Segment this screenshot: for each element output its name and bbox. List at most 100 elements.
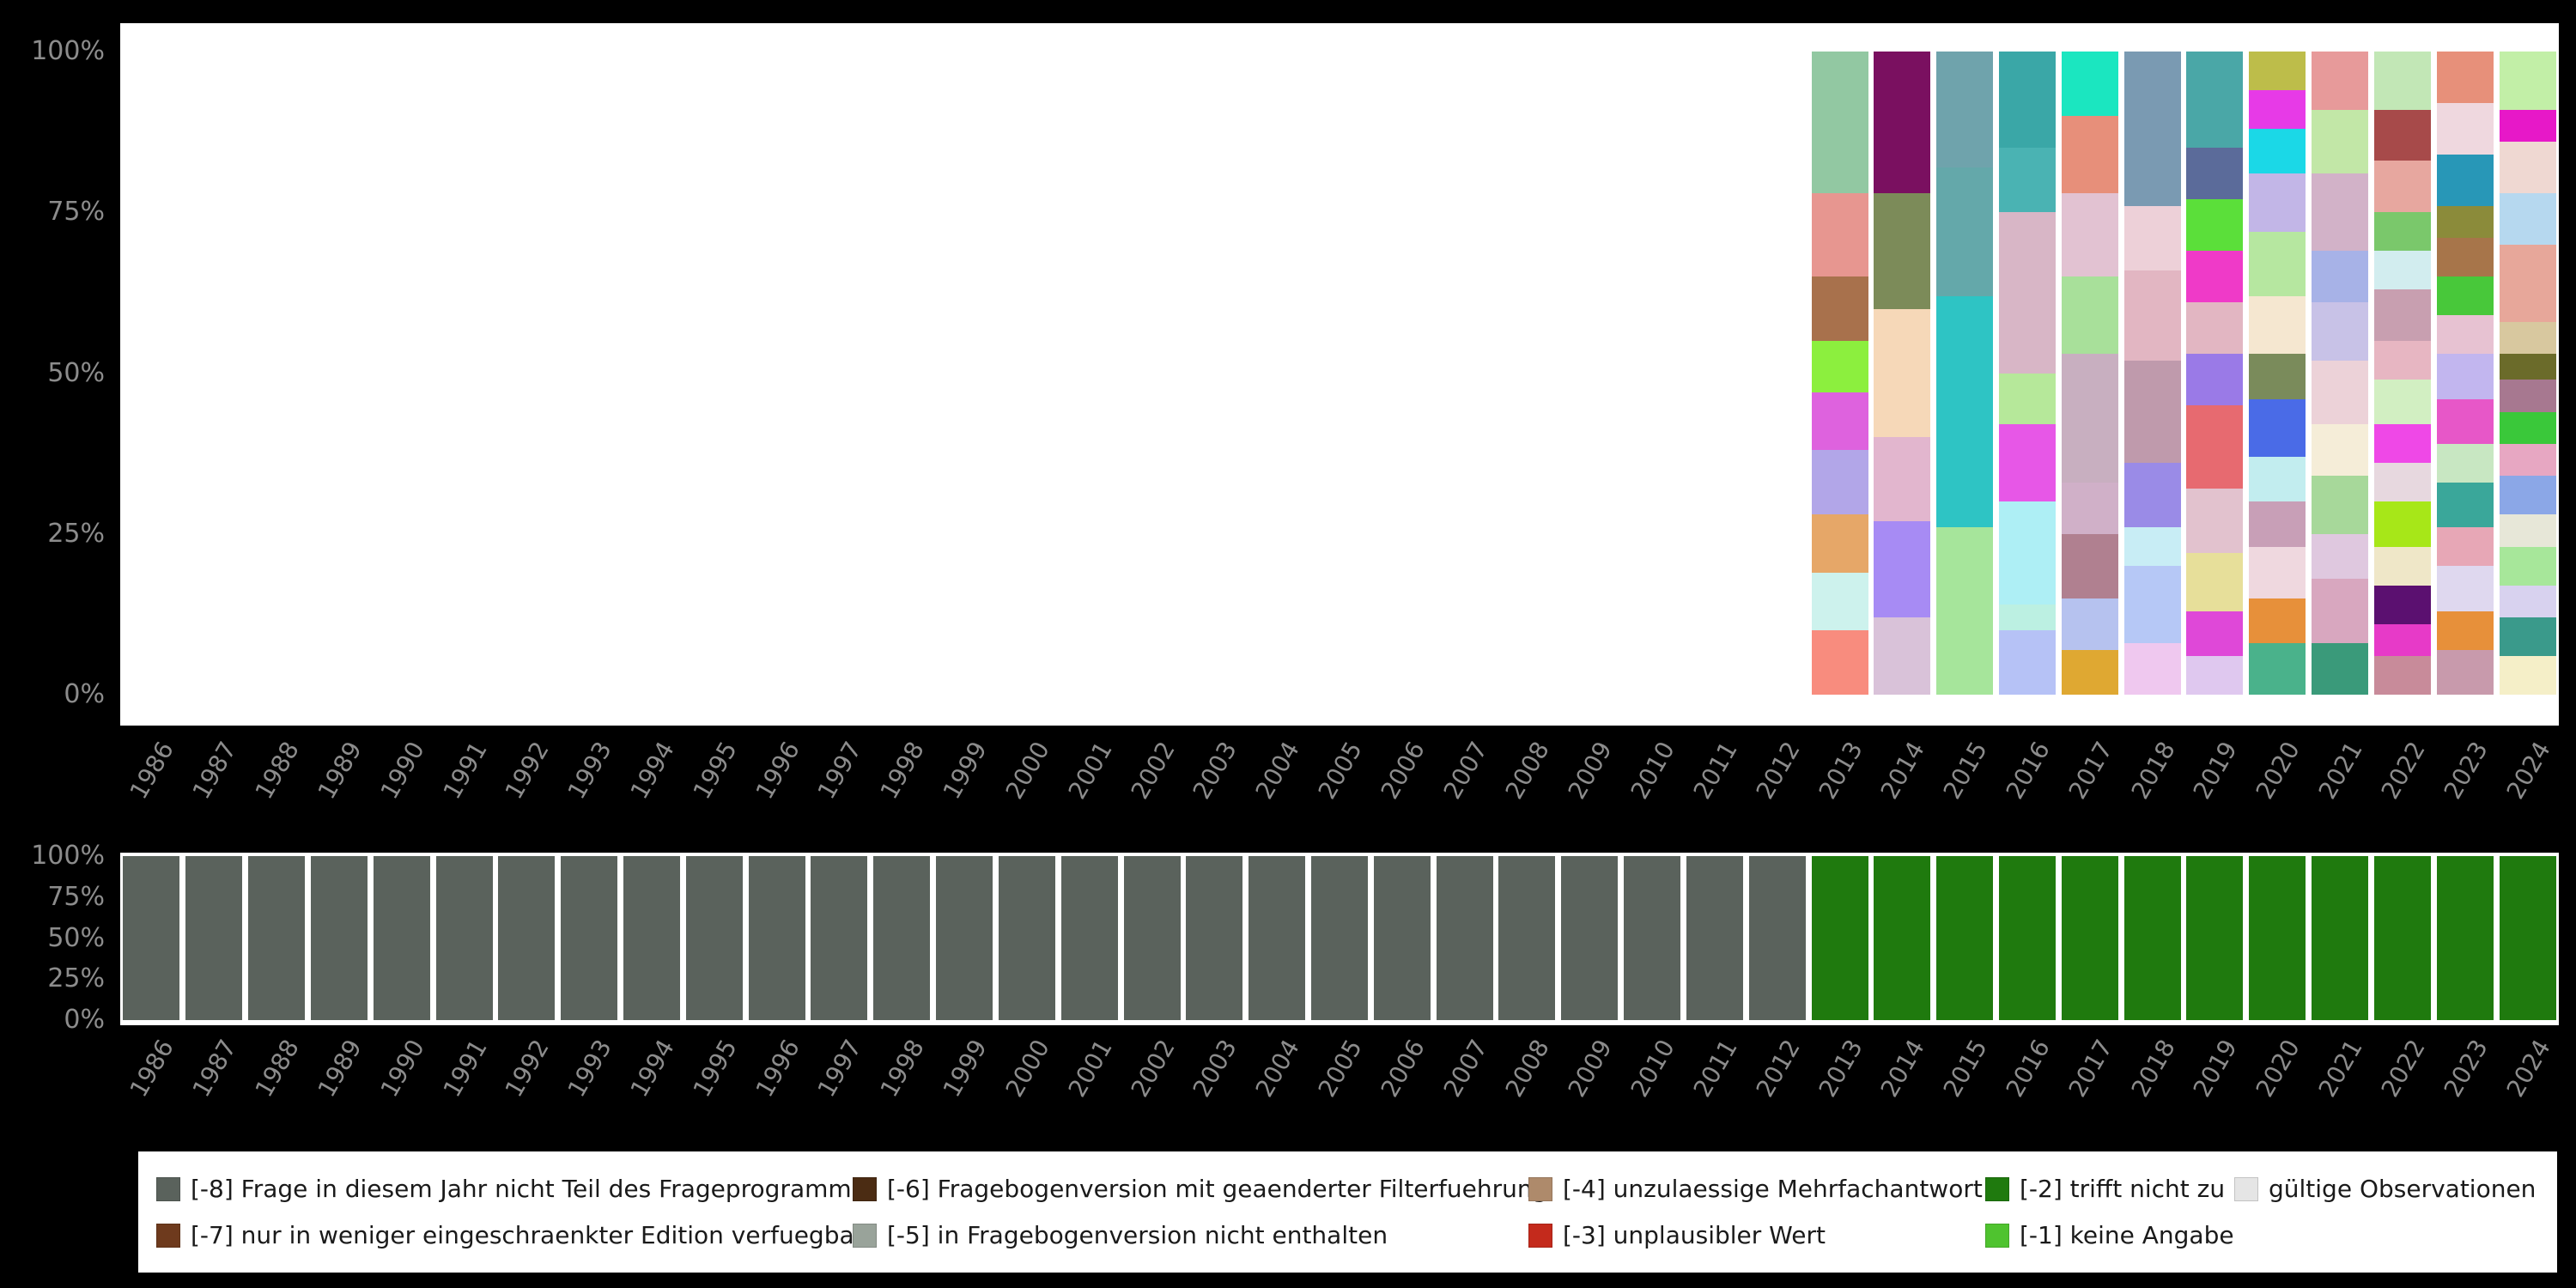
bar-segment: [1936, 52, 1994, 167]
legend-color-swatch: [2234, 1177, 2258, 1201]
bar-segment: [2312, 643, 2369, 695]
bar-segment: [2436, 276, 2494, 316]
stacked-bar-1998: [873, 856, 931, 1020]
bar-segment: [2373, 546, 2431, 586]
stacked-bar-2015: [1936, 856, 1994, 1020]
bar-segment: [2186, 251, 2244, 303]
stacked-bar-2020: [2249, 856, 2306, 1020]
legend-item: [-7] nur in weniger eingeschraenkter Edi…: [156, 1218, 864, 1253]
bar-segment: [1874, 437, 1931, 521]
stacked-bar-2005: [1311, 856, 1368, 1020]
bar-segment: [2061, 354, 2118, 483]
bar-segment: [2373, 463, 2431, 502]
bar-segment: [2123, 527, 2181, 567]
stacked-bar-2000: [998, 856, 1055, 1020]
bar-segment: [1811, 572, 1868, 631]
bar-segment: [685, 856, 743, 1020]
bar-segment: [2312, 533, 2369, 580]
bar-segment: [1811, 856, 1868, 1020]
bar-segment: [1811, 341, 1868, 392]
bar-segment: [1123, 856, 1181, 1020]
bar-segment: [2436, 566, 2494, 611]
bar-segment: [2373, 341, 2431, 380]
bar-segment: [2061, 649, 2118, 695]
bar-segment: [123, 856, 180, 1020]
legend-color-swatch: [1985, 1224, 2009, 1248]
stacked-bar-2004: [1249, 856, 1306, 1020]
bar-segment: [2436, 154, 2494, 206]
bar-segment: [2061, 192, 2118, 277]
bar-segment: [2373, 289, 2431, 342]
bar-segment: [2373, 623, 2431, 657]
bar-segment: [2186, 489, 2244, 554]
stacked-bar-2019: [2186, 52, 2244, 695]
bar-segment: [1811, 52, 1868, 193]
bar-segment: [2061, 52, 2118, 116]
bar-segment: [561, 856, 618, 1020]
bar-segment: [2061, 533, 2118, 598]
bar-segment: [1811, 514, 1868, 573]
bar-segment: [2373, 161, 2431, 213]
legend-item-label: [-8] Frage in diesem Jahr nicht Teil des…: [191, 1175, 865, 1203]
bar-segment: [936, 856, 993, 1020]
stacked-bar-2012: [1748, 856, 1806, 1020]
legend-color-swatch: [1985, 1177, 2009, 1201]
legend-item-label: [-3] unplausibler Wert: [1563, 1221, 1826, 1249]
bar-segment: [1311, 856, 1368, 1020]
bar-segment: [2499, 321, 2556, 355]
bar-segment: [1874, 617, 1931, 695]
stacked-bar-2015: [1936, 52, 1994, 695]
legend-color-swatch: [853, 1177, 877, 1201]
bar-segment: [2249, 173, 2306, 232]
bar-segment: [2123, 270, 2181, 361]
bar-segment: [2499, 514, 2556, 547]
stacked-bar-1996: [748, 856, 805, 1020]
bar-segment: [1874, 52, 1931, 193]
bar-segment: [1999, 856, 2057, 1020]
bar-segment: [2123, 643, 2181, 695]
stacked-bar-1995: [685, 856, 743, 1020]
stacked-bar-2013: [1811, 52, 1868, 695]
bar-segment: [811, 856, 868, 1020]
bar-segment: [1936, 856, 1994, 1020]
bar-segment: [2312, 856, 2369, 1020]
bar-segment: [2499, 856, 2556, 1020]
bar-segment: [2312, 476, 2369, 534]
bar-segment: [2186, 611, 2244, 657]
bar-segment: [2373, 501, 2431, 547]
bar-segment: [2436, 52, 2494, 104]
bar-segment: [1811, 450, 1868, 515]
bar-segment: [2312, 424, 2369, 477]
bar-segment: [2123, 52, 2181, 206]
bar-segment: [1686, 856, 1743, 1020]
bar-segment: [2499, 192, 2556, 245]
bar-segment: [1373, 856, 1431, 1020]
y-tick-label: 75%: [47, 881, 105, 912]
stacked-bar-2011: [1686, 856, 1743, 1020]
stacked-bar-2020: [2249, 52, 2306, 695]
legend: [-8] Frage in diesem Jahr nicht Teil des…: [138, 1151, 2557, 1273]
bar-segment: [1999, 424, 2057, 502]
bar-segment: [2249, 128, 2306, 174]
bar-segment: [2186, 856, 2244, 1020]
stacked-bar-1986: [123, 856, 180, 1020]
bar-segment: [2499, 476, 2556, 515]
bar-segment: [2373, 424, 2431, 464]
bar-segment: [2249, 856, 2306, 1020]
bar-segment: [1999, 630, 2057, 695]
stacked-bar-1997: [811, 856, 868, 1020]
bar-segment: [2373, 856, 2431, 1020]
stacked-bar-1988: [248, 856, 306, 1020]
bar-segment: [2436, 398, 2494, 444]
stacked-bar-2017: [2061, 856, 2118, 1020]
bar-segment: [248, 856, 306, 1020]
bottom-chart-panel: [120, 853, 2559, 1025]
bar-segment: [1748, 856, 1806, 1020]
bar-segment: [2436, 443, 2494, 483]
y-tick-label: 100%: [31, 841, 105, 871]
bar-segment: [1936, 527, 1994, 695]
legend-item-label: [-2] trifft nicht zu: [2020, 1175, 2226, 1203]
stacked-bar-2022: [2373, 52, 2431, 695]
bottom-y-axis: 100% 75% 50% 25% 0%: [0, 841, 113, 1035]
stacked-bar-2023: [2436, 52, 2494, 695]
